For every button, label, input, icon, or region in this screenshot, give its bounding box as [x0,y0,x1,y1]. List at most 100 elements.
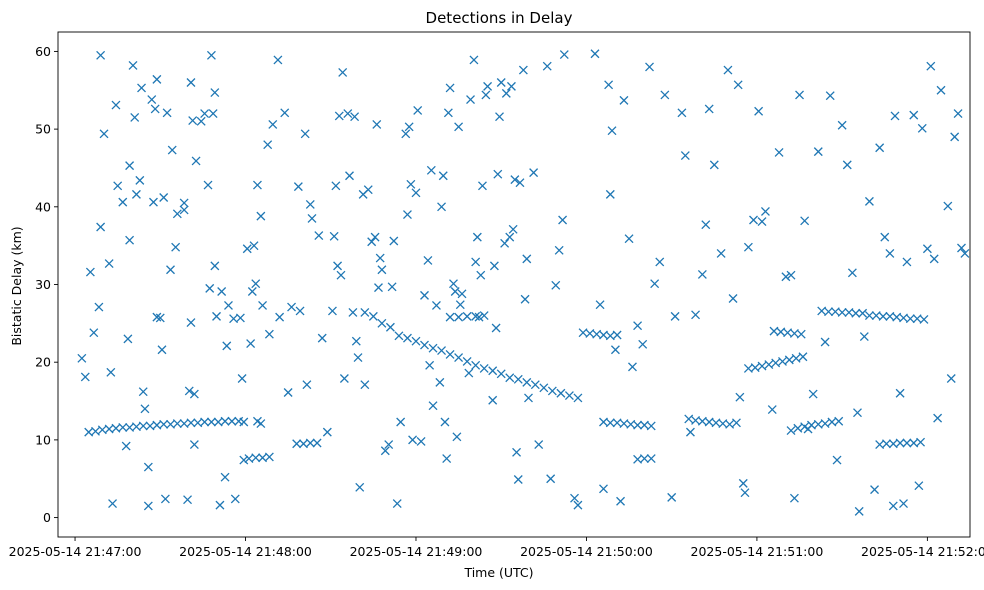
data-point [888,501,898,511]
data-point [394,331,404,341]
data-point [740,488,750,498]
data-point [171,242,181,252]
data-point [435,377,445,387]
data-point [885,248,895,258]
data-point [864,196,874,206]
data-point [425,360,435,370]
data-point [685,427,695,437]
data-point [738,478,748,488]
data-point [106,367,116,377]
data-point [159,419,169,429]
y-axis-ticks: 0 10 20 30 40 50 60 [35,44,58,525]
data-point [404,122,414,132]
data-point [222,341,232,351]
data-point [483,81,493,91]
data-point [454,122,464,132]
data-point [104,259,114,268]
data-point [704,104,714,114]
data-point [957,243,966,253]
data-point [464,368,474,378]
data-point [882,439,891,449]
data-point [466,95,475,105]
data-point [638,339,648,349]
data-point [440,417,450,427]
data-point [750,363,760,373]
data-point [546,474,556,484]
data-point [402,210,412,220]
data-point [191,156,201,166]
data-point [184,386,194,396]
data-point [210,88,220,98]
data-point [118,197,128,207]
data-point [513,374,523,384]
data-point [880,232,890,242]
data-point [800,216,810,226]
data-point [481,90,491,100]
data-point [628,362,637,372]
data-point [474,312,484,322]
data-point [317,333,327,343]
data-point [140,404,150,414]
data-point [166,265,175,275]
data-point [305,200,315,209]
data-point [210,261,220,271]
data-point [224,301,233,310]
data-point [520,294,530,304]
data-point [249,241,259,251]
data-point [230,494,240,504]
data-point [220,472,230,482]
data-point [610,345,620,355]
y-axis-label: Bistatic Delay (km) [9,226,24,345]
data-point [778,356,787,366]
data-point [919,315,929,324]
data-point [99,129,109,139]
data-point [452,432,462,442]
data-point [680,151,690,160]
data-point [396,417,406,427]
data-point [757,217,767,227]
data-point [206,417,216,427]
data-point [515,178,525,188]
data-point [445,312,455,322]
data-point [186,78,196,87]
data-point [251,279,261,289]
data-point [167,145,177,155]
data-point [960,248,970,258]
data-point [786,426,796,436]
data-point [660,90,670,100]
data-point [130,113,140,122]
data-point [295,306,305,316]
data-point [239,417,249,427]
data-point [462,356,472,366]
data-point [322,427,332,437]
data-point [264,329,274,339]
data-point [159,193,169,202]
x-tick-label: 2025-05-14 21:47:00 [9,544,142,559]
data-point [890,111,900,121]
data-point [312,438,322,448]
data-point [387,282,397,292]
data-point [767,405,777,415]
data-point [522,254,532,264]
data-point [764,360,774,369]
data-point [684,414,694,424]
data-point [905,314,915,324]
data-point [350,112,360,122]
x-tick-label: 2025-05-14 21:51:00 [691,544,824,559]
data-point [842,160,852,170]
data-point [605,189,615,199]
data-point [542,61,552,71]
data-point [793,423,803,433]
data-point [273,55,283,65]
data-point [208,109,218,119]
data-point [619,95,629,105]
y-tick-label: 10 [35,432,51,447]
data-point [825,91,835,101]
data-point [363,185,373,195]
data-point [847,268,857,278]
data-point [677,108,687,118]
data-point [370,232,380,242]
data-point [179,205,189,215]
data-point [505,373,515,383]
data-point [401,129,411,139]
